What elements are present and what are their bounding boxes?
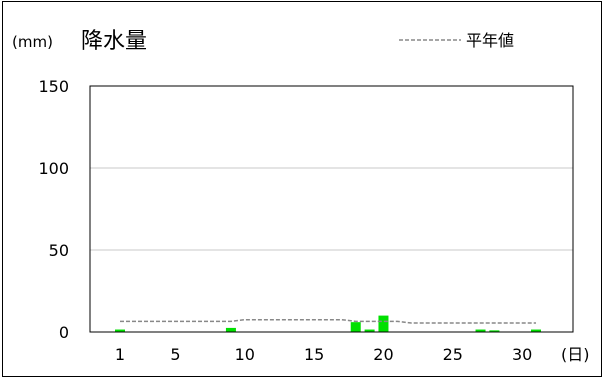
precipitation-bar bbox=[115, 329, 125, 332]
x-tick-label: 5 bbox=[170, 345, 180, 364]
y-tick-label: 50 bbox=[49, 241, 69, 260]
precipitation-bar bbox=[531, 329, 541, 332]
x-axis-tick-labels: 1 5 10 15 20 25 30 bbox=[115, 345, 532, 364]
precipitation-bar bbox=[378, 315, 389, 332]
grid-lines bbox=[90, 167, 573, 251]
x-tick-label: 1 bbox=[115, 345, 125, 364]
precipitation-bar bbox=[225, 327, 236, 332]
precipitation-bar bbox=[364, 329, 375, 332]
x-unit-label: (日) bbox=[561, 345, 590, 364]
y-axis-tick-labels: 0 50 100 150 bbox=[38, 77, 69, 342]
precipitation-bar bbox=[475, 329, 486, 332]
y-tick-label: 100 bbox=[38, 159, 69, 178]
precipitation-chart-panel: (mm) 降水量 平年値 0 50 100 150 1 5 10 15 20 25 30 (日) bbox=[2, 1, 602, 377]
precipitation-bars bbox=[115, 315, 541, 332]
x-tick-label: 30 bbox=[512, 345, 532, 364]
y-tick-label: 0 bbox=[59, 323, 69, 342]
x-tick-label: 20 bbox=[373, 345, 393, 364]
y-tick-label: 150 bbox=[38, 77, 69, 96]
x-tick-label: 15 bbox=[304, 345, 324, 364]
plot-area-border bbox=[89, 85, 574, 333]
x-tick-label: 25 bbox=[443, 345, 463, 364]
precipitation-bar bbox=[350, 322, 361, 332]
unit-label: (mm) bbox=[12, 33, 53, 51]
chart-title: 降水量 bbox=[81, 29, 147, 54]
x-tick-label: 10 bbox=[235, 345, 255, 364]
precipitation-bar bbox=[489, 330, 500, 332]
legend-normal-label: 平年値 bbox=[466, 31, 514, 50]
normal-value-line bbox=[120, 318, 536, 324]
